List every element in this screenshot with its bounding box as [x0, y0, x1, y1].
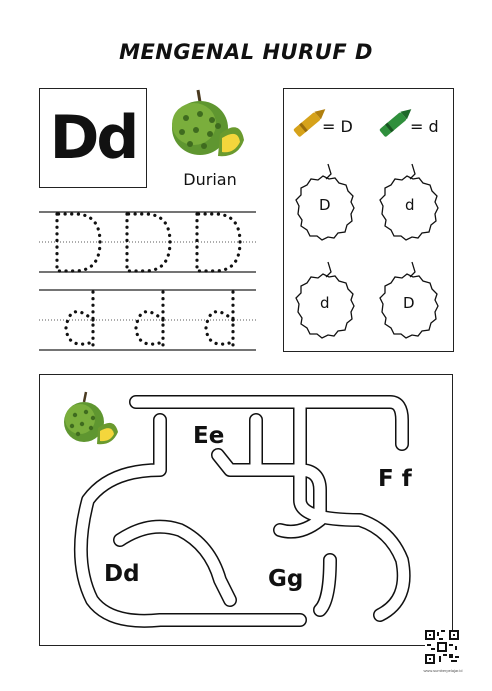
letter-card: Dd — [39, 88, 147, 188]
crayon-green-icon — [379, 109, 412, 137]
trace-lower-d-3 — [204, 290, 235, 350]
maze-panel — [39, 374, 453, 646]
trace-lower-d-2 — [134, 290, 165, 350]
coloring-durian-3 — [295, 261, 355, 339]
coloring-letter-1: D — [319, 196, 331, 214]
coloring-durian-4 — [379, 261, 439, 339]
trace-upper-d-3 — [195, 212, 242, 273]
big-letter-dd: Dd — [49, 103, 140, 173]
maze-paths — [73, 395, 411, 628]
trace-upper-d-1 — [55, 212, 102, 273]
durian-icon — [172, 89, 244, 157]
key-upper-label: = D — [322, 117, 353, 136]
maze-option-gg: Gg — [268, 566, 304, 592]
key-lower-label: = d — [410, 117, 439, 136]
coloring-durian-2 — [379, 163, 439, 241]
trace-lower-d-1 — [64, 290, 95, 350]
fruit-name: Durian — [183, 170, 237, 189]
maze-option-ff: F f — [378, 466, 412, 492]
page-title: MENGENAL HURUF D — [119, 40, 373, 64]
maze-option-ee: Ee — [193, 423, 225, 449]
maze-durian-icon — [64, 391, 118, 445]
crayon-yellow-icon — [293, 109, 326, 137]
coloring-durian-1 — [295, 163, 355, 241]
coloring-letter-4: D — [403, 294, 415, 312]
tracing-area — [39, 211, 256, 351]
coloring-letter-2: d — [405, 196, 415, 214]
qr-caption: www.sumberpelajar.id — [423, 668, 463, 673]
coloring-fruits — [295, 163, 439, 339]
qr-code-icon — [425, 630, 459, 664]
trace-upper-d-2 — [125, 212, 172, 273]
coloring-letter-3: d — [320, 294, 330, 312]
coloring-panel — [283, 88, 454, 352]
maze-start-dd: Dd — [104, 561, 140, 587]
